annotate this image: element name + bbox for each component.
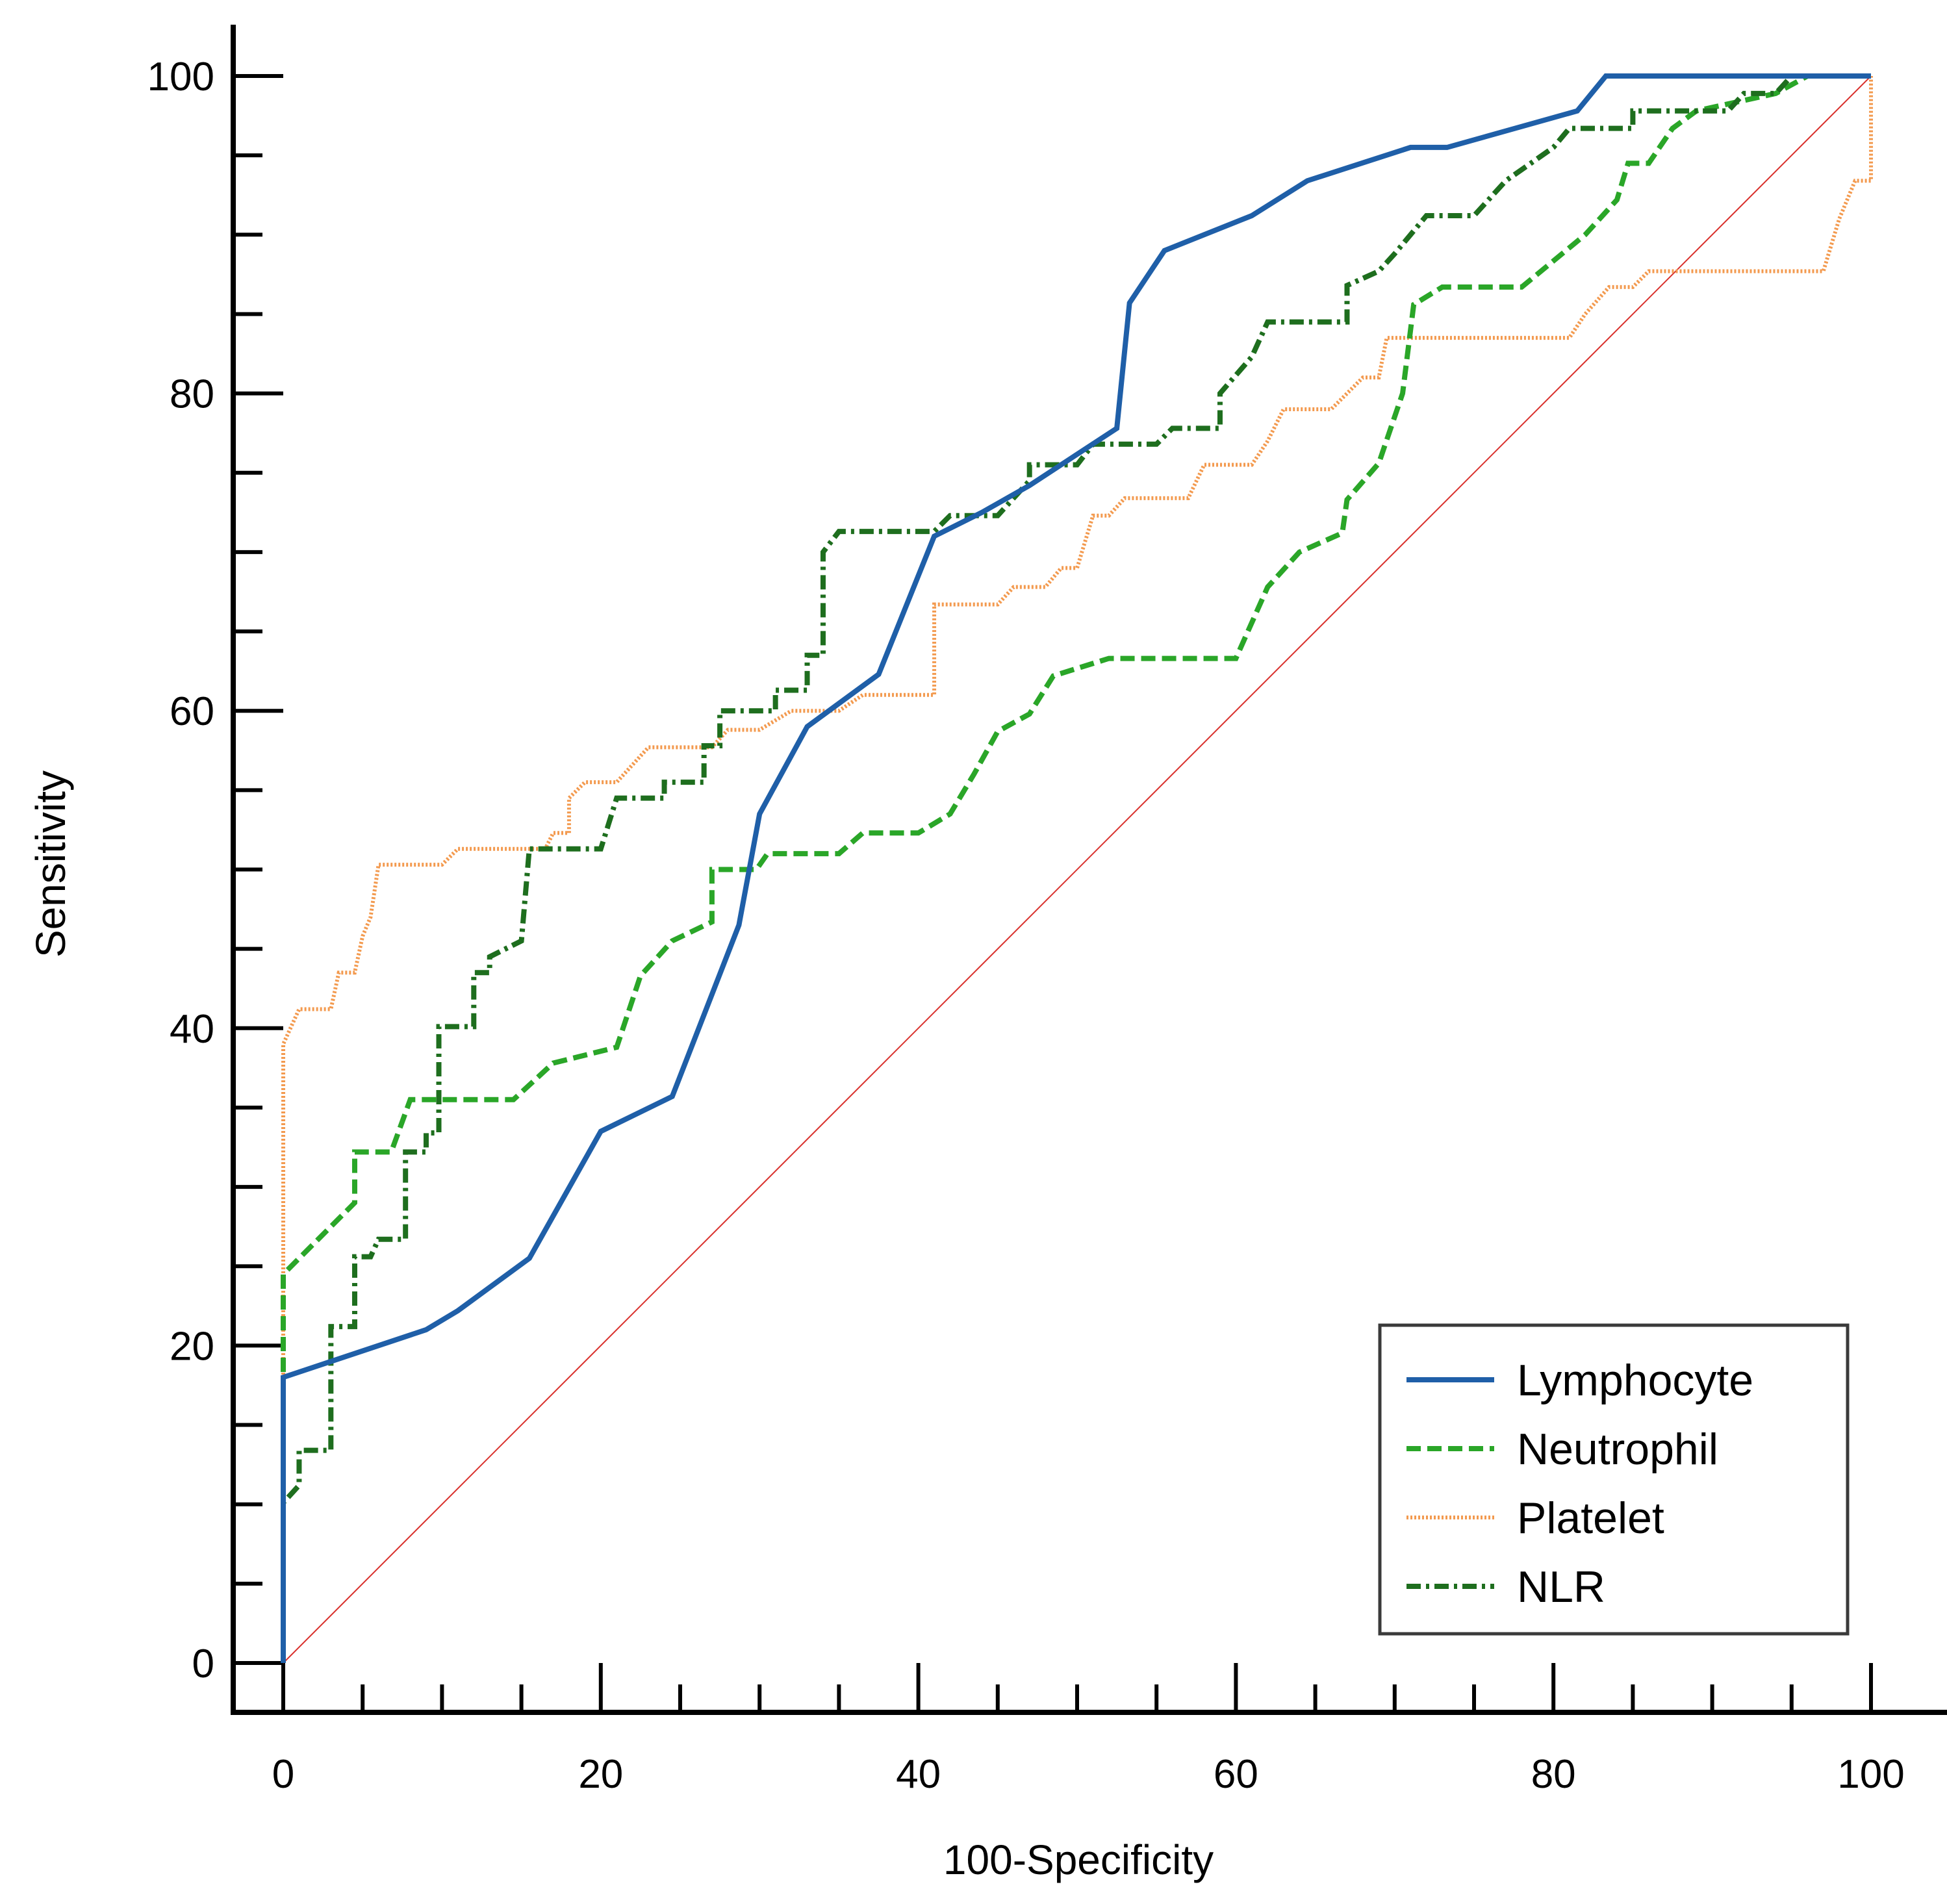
x-ticks: 0 20 40 60 80 100 [272, 1663, 1905, 1797]
legend: Lymphocyte Neutrophil Platelet NLR [1378, 1323, 1850, 1636]
x-tick-label: 20 [578, 1752, 623, 1797]
series-line-platelet [281, 76, 1873, 1663]
legend-label-platelet: Platelet [1517, 1493, 1664, 1543]
y-tick-label: 40 [170, 1007, 214, 1052]
axes: 0 20 40 60 80 100 0 20 40 60 80 100 [147, 25, 1947, 1797]
y-tick-label: 0 [192, 1642, 214, 1686]
series-line-nlr [281, 73, 1871, 1663]
plot-area [281, 73, 1873, 1664]
reference-line [283, 75, 1872, 1664]
x-axis-title: 100-Specificity [943, 1836, 1214, 1883]
y-tick-label: 60 [170, 689, 214, 734]
y-axis-title: Sensitivity [27, 770, 74, 958]
y-tick-label: 100 [147, 55, 214, 99]
x-tick-label: 40 [896, 1752, 941, 1797]
legend-label-lymphocyte: Lymphocyte [1517, 1356, 1753, 1405]
x-tick-label: 0 [272, 1752, 294, 1797]
x-tick-label: 80 [1531, 1752, 1576, 1797]
legend-label-nlr: NLR [1517, 1562, 1605, 1612]
legend-label-neutrophil: Neutrophil [1517, 1425, 1718, 1474]
y-tick-label: 80 [170, 372, 214, 417]
x-tick-label: 100 [1837, 1752, 1904, 1797]
x-tick-label: 60 [1214, 1752, 1258, 1797]
series-line-neutrophil [281, 73, 1871, 1663]
series-line-lymphocyte [281, 73, 1871, 1663]
y-tick-label: 20 [170, 1324, 214, 1369]
y-ticks: 0 20 40 60 80 100 [147, 55, 283, 1686]
legend-box [1378, 1323, 1850, 1636]
